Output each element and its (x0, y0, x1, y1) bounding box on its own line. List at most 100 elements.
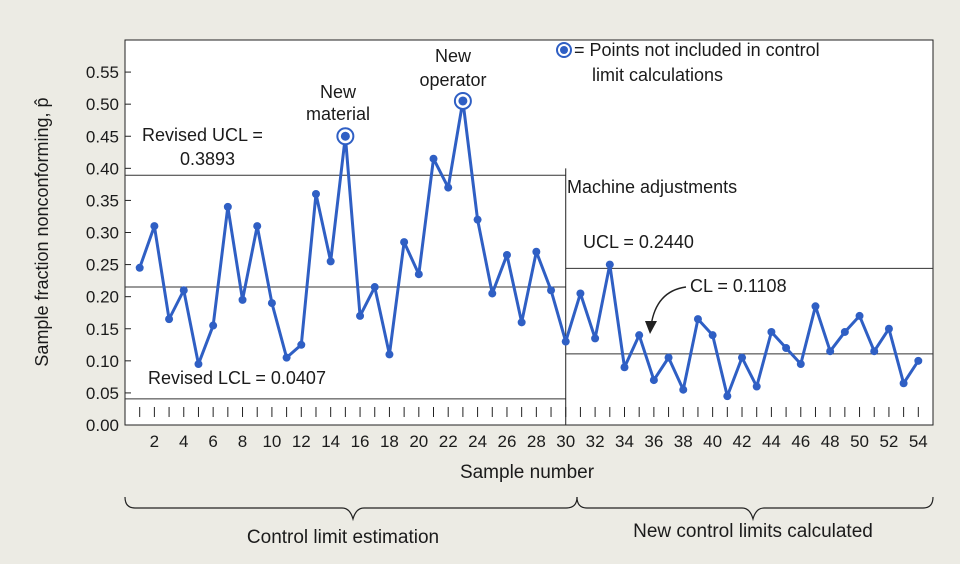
data-point-27 (517, 318, 526, 327)
data-point-22 (444, 183, 453, 192)
y-tick-label-2: 0.10 (86, 352, 119, 371)
data-point-35 (635, 331, 644, 340)
x-tick-label-34: 34 (615, 432, 634, 451)
data-point-39 (693, 315, 702, 324)
x-tick-label-36: 36 (644, 432, 663, 451)
x-tick-label-24: 24 (468, 432, 487, 451)
data-point-7 (223, 202, 232, 211)
data-point-46 (796, 360, 805, 369)
data-point-6 (209, 321, 218, 330)
x-tick-label-42: 42 (733, 432, 752, 451)
x-tick-label-8: 8 (238, 432, 247, 451)
data-point-18 (385, 350, 394, 359)
data-point-37 (664, 353, 673, 362)
data-point-12 (297, 340, 306, 349)
data-point-38 (679, 385, 688, 394)
data-point-51 (870, 347, 879, 356)
y-tick-label-5: 0.25 (86, 256, 119, 275)
annotation-cl-new: CL = 0.1108 (690, 276, 787, 296)
y-tick-label-8: 0.40 (86, 159, 119, 178)
legend: = Points not included in control limit c… (556, 40, 820, 85)
data-point-8 (238, 295, 247, 304)
y-tick-label-1: 0.05 (86, 384, 119, 403)
data-point-4 (179, 286, 188, 295)
x-tick-label-40: 40 (703, 432, 722, 451)
y-tick-label-9: 0.45 (86, 127, 119, 146)
cl-pointer-arrow (650, 286, 687, 327)
data-point-34 (620, 363, 629, 372)
y-tick-label-0: 0.00 (86, 416, 119, 435)
data-point-13 (311, 190, 320, 198)
data-point-54 (914, 356, 923, 365)
annotation-new-material-1: New (320, 82, 357, 102)
excluded-point-23 (458, 96, 468, 106)
x-tick-label-14: 14 (321, 432, 340, 451)
x-tick-label-30: 30 (556, 432, 575, 451)
y-tick-label-6: 0.30 (86, 224, 119, 243)
annotation-machine-adjustments: Machine adjustments (567, 177, 737, 197)
data-point-1 (135, 263, 144, 272)
data-point-52 (884, 324, 893, 333)
bracket-control-limit-estimation (124, 496, 578, 522)
x-tick-label-52: 52 (879, 432, 898, 451)
x-tick-label-2: 2 (150, 432, 159, 451)
x-tick-label-46: 46 (791, 432, 810, 451)
annotation-revised-lcl: Revised LCL = 0.0407 (148, 368, 326, 388)
data-point-17 (370, 283, 379, 292)
data-point-20 (414, 270, 423, 279)
annotation-new-material-2: material (306, 104, 370, 124)
bracket-label-right: New control limits calculated (633, 521, 873, 542)
data-point-14 (326, 257, 335, 266)
data-point-19 (400, 238, 409, 247)
x-tick-label-32: 32 (586, 432, 605, 451)
x-tick-label-10: 10 (262, 432, 281, 451)
bracket-label-left: Control limit estimation (247, 527, 439, 548)
data-point-43 (752, 382, 761, 391)
annotation-revised-ucl-2: 0.3893 (180, 149, 235, 169)
data-point-40 (708, 331, 717, 340)
data-point-30 (561, 337, 570, 346)
y-tick-label-3: 0.15 (86, 320, 119, 339)
y-axis-ticks: 0.00 0.05 0.10 0.15 0.20 0.25 0.30 0.35 0.40 0.45… (86, 63, 131, 435)
x-tick-label-4: 4 (179, 432, 188, 451)
data-point-5 (194, 360, 203, 369)
data-point-49 (840, 327, 849, 336)
data-point-26 (502, 250, 511, 259)
cl-pointer-arrowhead (645, 321, 657, 334)
data-points (135, 91, 923, 401)
data-point-47 (811, 302, 820, 311)
data-point-25 (488, 289, 497, 298)
data-point-45 (782, 344, 791, 352)
annotation-new-operator-1: New (435, 46, 472, 66)
data-point-3 (165, 315, 174, 324)
data-point-9 (253, 222, 262, 231)
x-tick-label-20: 20 (409, 432, 428, 451)
x-tick-label-48: 48 (821, 432, 840, 451)
data-point-32 (591, 334, 600, 343)
data-point-11 (282, 353, 291, 362)
data-point-41 (723, 392, 732, 401)
x-tick-label-38: 38 (674, 432, 693, 451)
x-tick-label-12: 12 (292, 432, 311, 451)
data-point-44 (767, 327, 776, 336)
data-point-28 (532, 247, 541, 256)
x-tick-label-50: 50 (850, 432, 869, 451)
y-tick-label-11: 0.55 (86, 63, 119, 82)
x-tick-label-28: 28 (527, 432, 546, 451)
y-axis-label: Sample fraction nonconforming, p̂ (32, 97, 52, 366)
x-tick-label-54: 54 (909, 432, 928, 451)
x-tick-label-44: 44 (762, 432, 781, 451)
data-point-21 (429, 154, 438, 163)
data-point-29 (547, 286, 556, 295)
data-point-16 (356, 311, 365, 320)
data-point-53 (899, 379, 908, 388)
annotation-revised-ucl-1: Revised UCL = (142, 125, 263, 145)
annotation-ucl-new: UCL = 0.2440 (583, 232, 694, 252)
legend-text-line1: = Points not included in control (574, 40, 820, 60)
legend-marker-inner (560, 46, 568, 54)
legend-text-line2: limit calculations (592, 65, 723, 85)
annotation-new-operator-2: operator (419, 70, 486, 90)
x-tick-label-26: 26 (498, 432, 517, 451)
data-point-10 (267, 299, 276, 308)
